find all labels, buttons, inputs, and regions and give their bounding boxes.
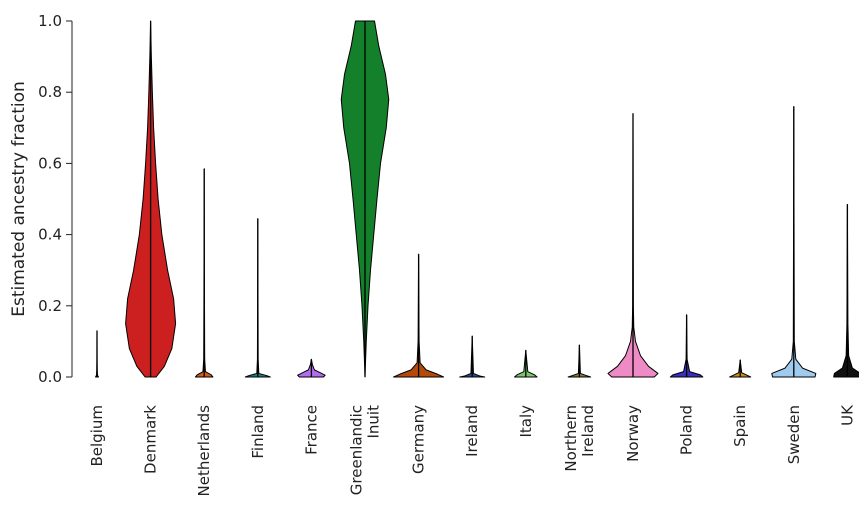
x-tick-label: France [302, 405, 320, 455]
y-tick-label: 0.2 [38, 297, 62, 315]
x-tick-label-line: Ireland [463, 405, 481, 457]
x-tick-label: Ireland [463, 405, 481, 457]
y-axis-title: Estimated ancestry fraction [9, 81, 29, 317]
x-tick-label-line: UK [838, 404, 856, 426]
y-tick-label: 0.4 [38, 226, 62, 244]
x-tick-label-line: Northern [562, 405, 580, 472]
x-tick-label-line: Poland [678, 405, 696, 455]
x-tick-label: Germany [410, 405, 428, 474]
x-tick-label: GreenlandicInuit [348, 405, 383, 495]
x-tick-label-line: Greenlandic [348, 405, 366, 495]
x-tick-label: Italy [517, 405, 535, 438]
x-tick-label-line: Belgium [88, 405, 106, 467]
x-axis-labels: Belgium Denmark Netherlands Finland France Gr… [88, 404, 856, 497]
violin-uk [833, 203, 859, 378]
y-tick-label: 1.0 [38, 12, 62, 30]
x-tick-label: Belgium [88, 405, 106, 467]
violins [95, 20, 859, 378]
y-tick-label: 0.0 [38, 368, 62, 386]
x-tick-label-line: Denmark [142, 405, 160, 474]
x-tick-label: Poland [678, 405, 696, 455]
x-tick-label: Sweden [785, 405, 803, 464]
x-tick-label-line: Germany [410, 405, 428, 474]
x-tick-label-line: Spain [731, 405, 749, 447]
x-tick-label: Finland [249, 405, 267, 459]
x-tick-label-line: Sweden [785, 405, 803, 464]
x-tick-label-line: Ireland [579, 405, 597, 457]
x-tick-label-line: Finland [249, 405, 267, 459]
y-tick-label: 0.8 [38, 83, 62, 101]
x-tick-label-line: Italy [517, 405, 535, 438]
x-tick-label-line: France [302, 405, 320, 455]
x-tick-label-line: Norway [624, 405, 642, 462]
x-tick-label: Denmark [142, 405, 160, 474]
x-tick-label: Norway [624, 405, 642, 462]
y-axis: 0.0 0.2 0.4 0.6 0.8 1.0 [38, 12, 73, 386]
y-tick-label: 0.6 [38, 154, 62, 172]
x-tick-label: NorthernIreland [562, 405, 597, 472]
x-tick-label: Spain [731, 405, 749, 447]
x-tick-label-line: Inuit [365, 405, 383, 439]
x-tick-label: UK [838, 404, 856, 426]
x-tick-label: Netherlands [195, 405, 213, 497]
x-tick-label-line: Netherlands [195, 405, 213, 497]
